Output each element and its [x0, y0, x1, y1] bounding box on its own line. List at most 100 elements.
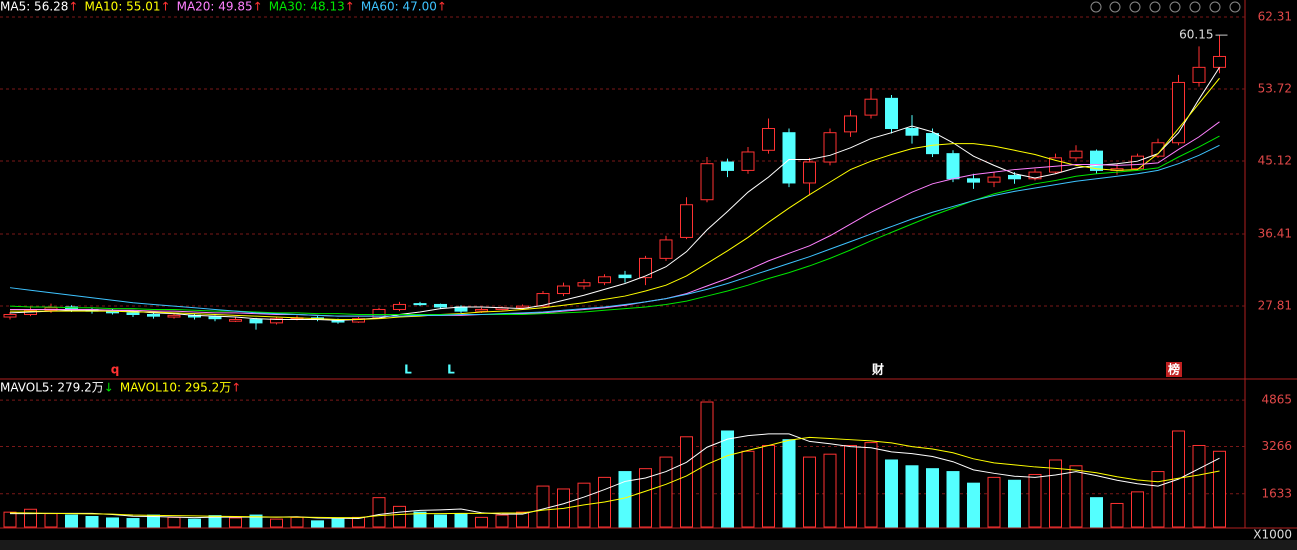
candle-body	[618, 274, 632, 279]
event-marker: 榜	[1168, 362, 1180, 377]
candle-body	[167, 314, 181, 318]
legend-trend: ↑	[345, 0, 355, 14]
candle-body	[3, 313, 17, 318]
legend-label: MAVOL10: 295.2万	[120, 381, 231, 395]
candle-body	[536, 293, 550, 307]
candle-body	[1213, 55, 1226, 68]
y-tick-label: 45.12	[1258, 154, 1292, 168]
volume-bar	[208, 515, 222, 528]
zoom-in[interactable]	[1209, 1, 1221, 13]
event-marker: L	[404, 363, 412, 377]
volume-bar	[1008, 479, 1021, 528]
volume-bar	[885, 459, 898, 528]
tool-icon[interactable]	[1169, 1, 1181, 13]
volume-bar	[1110, 502, 1124, 528]
candle-body	[905, 128, 919, 136]
high-label: 60.15	[1179, 28, 1213, 42]
ma-line	[9, 144, 1220, 317]
volume-bar	[905, 465, 919, 528]
tool-icon[interactable]	[1109, 1, 1121, 13]
tool-icon[interactable]	[1090, 1, 1102, 13]
candle-body	[598, 276, 611, 284]
volume-bar	[311, 520, 324, 528]
candle-body	[1008, 174, 1021, 180]
volume-bar	[434, 514, 447, 528]
candle-body	[762, 128, 775, 151]
volume-bar	[803, 456, 816, 528]
volume-bar	[44, 513, 58, 528]
candle-body	[126, 312, 140, 315]
candle-body	[885, 97, 898, 130]
candle-body	[557, 285, 570, 295]
tool-icon[interactable]	[1129, 1, 1141, 13]
candle-body	[926, 133, 939, 155]
y-tick-label: 53.72	[1258, 81, 1292, 95]
legend-trend: ↑	[161, 0, 171, 14]
candle-body	[434, 303, 447, 308]
candle-body	[1151, 142, 1165, 157]
volume-bar	[167, 516, 181, 528]
volume-bar	[1131, 491, 1144, 528]
volume-bar	[741, 450, 755, 528]
volume-bar	[946, 471, 960, 528]
volume-bar	[413, 511, 427, 528]
volume-bar	[1192, 444, 1206, 528]
legend-label: MA5: 56.28	[0, 0, 68, 14]
volume-bar	[639, 468, 652, 528]
toolbar	[1090, 1, 1241, 13]
volume-bar	[967, 482, 980, 528]
candle-body	[1090, 150, 1103, 171]
volume-bar	[24, 508, 37, 528]
volume-bar	[188, 518, 201, 528]
volume-bar	[782, 439, 796, 528]
volume-bar	[721, 430, 734, 528]
candle-body	[1028, 171, 1042, 180]
candle-body	[1192, 66, 1206, 83]
volume-bar	[864, 442, 878, 528]
candle-body	[208, 316, 222, 320]
volume-bar	[229, 517, 242, 528]
candle-body	[844, 115, 857, 133]
candle-body	[352, 318, 365, 323]
volume-bar	[1069, 465, 1083, 528]
tab-bar	[0, 540, 1297, 550]
volume-bar	[249, 514, 263, 528]
volume-bar	[1213, 450, 1226, 528]
volume-bar	[475, 516, 488, 528]
event-marker: L	[447, 363, 455, 377]
candle-body	[721, 161, 734, 171]
candle-body	[823, 132, 837, 163]
y-tick-label: 62.31	[1258, 10, 1292, 24]
legend-label: MA10: 55.01	[84, 0, 160, 14]
volume-bar	[926, 468, 939, 528]
legend-label: MAVOL5: 279.2万	[0, 381, 104, 395]
ma-line	[9, 135, 1220, 315]
volume-bar	[762, 444, 775, 528]
legend-label: MA20: 49.85	[177, 0, 253, 14]
candle-body	[864, 98, 878, 116]
volume-bar	[844, 444, 857, 528]
candle-body	[741, 151, 755, 171]
ma-line	[10, 77, 1220, 321]
ma-line	[9, 67, 1220, 321]
tool-icon[interactable]	[1189, 1, 1201, 13]
legend-label: MA60: 47.00	[361, 0, 437, 14]
candle-body	[475, 308, 488, 312]
candle-body	[659, 239, 673, 259]
candle-body	[1131, 155, 1144, 170]
candle-body	[249, 319, 263, 324]
zoom-out[interactable]	[1229, 1, 1241, 13]
candle-body	[803, 161, 816, 184]
volume-bar	[270, 518, 283, 528]
legend-trend: ↓	[104, 381, 114, 395]
candle-body	[1069, 150, 1083, 159]
volume-bar	[516, 511, 529, 528]
volume-bar	[454, 513, 468, 528]
volume-bar	[659, 456, 673, 528]
volume-bar	[495, 514, 509, 528]
event-marker: q	[111, 363, 120, 377]
tool-icon[interactable]	[1149, 1, 1161, 13]
event-marker: 财	[871, 362, 884, 377]
